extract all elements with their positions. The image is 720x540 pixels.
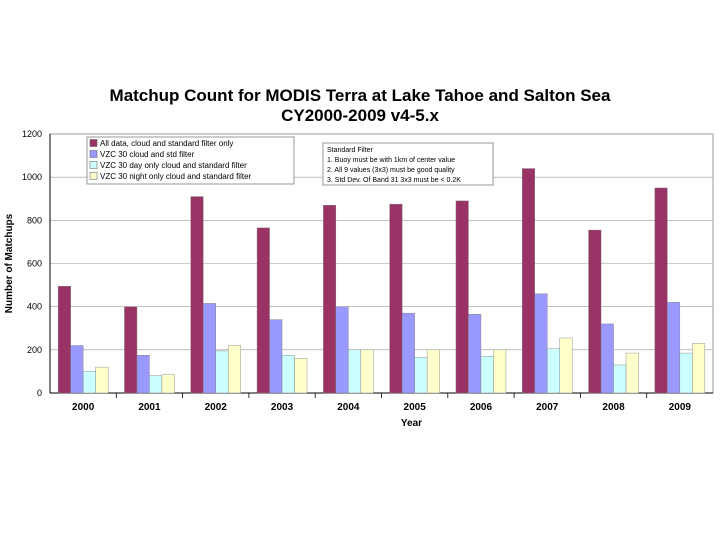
bar-2000-s1	[70, 345, 84, 394]
bar-2007-s2	[547, 348, 560, 394]
bar-2007-s0	[522, 168, 535, 394]
x-tick-label: 2009	[669, 402, 692, 413]
x-tick-label: 2008	[602, 402, 625, 413]
bar-2004-s3	[360, 349, 374, 394]
bar-2001-s2	[149, 375, 163, 394]
note-title: Standard Filter	[327, 147, 374, 154]
y-tick-label: 1000	[22, 172, 42, 182]
legend-box	[86, 136, 295, 185]
bar-2005-s0	[389, 203, 403, 394]
bar-2003-s3	[294, 358, 308, 394]
chart-subtitle: CY2000-2009 v4-5.x	[281, 106, 439, 125]
bar-2002-s3	[228, 345, 241, 394]
legend-label: VZC 30 cloud and std filter	[100, 150, 195, 159]
bar-2002-s0	[190, 196, 204, 394]
x-tick-label: 2006	[470, 402, 493, 413]
y-axis-label: Number of Matchups	[4, 213, 15, 313]
bar-2000-s3	[95, 366, 109, 394]
x-tick-label: 2002	[205, 402, 228, 413]
note-line: 2. All 9 values (3x3) must be good quali…	[327, 167, 455, 174]
bar-2008-s2	[613, 364, 627, 394]
tick-labels: 0 200 400 600 800 1000 1200 2000 2001 2002 2003 200…	[22, 129, 691, 413]
bar-2009-s1	[667, 302, 681, 394]
bar-2006-s0	[455, 200, 469, 394]
bar-2003-s0	[256, 227, 270, 394]
x-tick-label: 2000	[72, 402, 95, 413]
x-tick-label: 2005	[404, 402, 427, 413]
x-axis-label: Year	[401, 418, 422, 429]
bar-2000-s0	[57, 285, 71, 394]
bar-2007-s1	[534, 293, 548, 394]
bar-2005-s2	[414, 357, 428, 394]
standard-filter-note: Standard Filter 1. Buoy must be with 1km…	[322, 142, 494, 186]
note-box	[322, 142, 494, 186]
bar-2003-s1	[269, 319, 283, 394]
bar-2005-s1	[401, 312, 415, 394]
note-line: 3. Std Dev. Of Band 31 3x3 must be < 0.2…	[327, 177, 461, 184]
bars	[57, 168, 706, 394]
x-tick-label: 2004	[337, 402, 360, 413]
legend-label: VZC 30 day only cloud and standard filte…	[100, 161, 247, 170]
bar-2004-s2	[348, 349, 362, 394]
bar-2006-s3	[493, 349, 507, 394]
y-tick-label: 1200	[22, 129, 42, 139]
legend-swatch	[89, 150, 98, 158]
legend-swatch	[89, 161, 98, 169]
bar-2009-s0	[654, 187, 668, 394]
bar-2001-s0	[124, 306, 138, 394]
legend-swatch	[89, 139, 98, 147]
bar-2000-s2	[82, 371, 96, 394]
bar-2008-s3	[625, 352, 639, 394]
bar-2001-s3	[161, 374, 175, 394]
bar-2006-s1	[468, 314, 482, 394]
y-tick-label: 600	[27, 259, 42, 269]
bar-2009-s2	[679, 352, 693, 394]
y-tick-label: 0	[37, 388, 42, 398]
bar-2002-s2	[215, 350, 229, 394]
chart-title: Matchup Count for MODIS Terra at Lake Ta…	[109, 86, 611, 105]
bar-2003-s2	[281, 355, 295, 394]
legend: All data, cloud and standard filter only…	[86, 136, 295, 185]
x-tick-label: 2003	[271, 402, 294, 413]
bar-2004-s0	[323, 205, 337, 394]
bar-2008-s0	[588, 229, 602, 394]
bar-2002-s1	[203, 303, 216, 394]
bar-2001-s1	[136, 355, 150, 394]
x-tick-label: 2007	[536, 402, 559, 413]
y-tick-label: 800	[27, 215, 42, 225]
bar-2008-s1	[600, 323, 614, 394]
legend-label: VZC 30 night only cloud and standard fil…	[100, 172, 252, 181]
y-tick-label: 400	[27, 302, 42, 312]
note-line: 1. Buoy must be with 1km of center value	[327, 157, 455, 164]
bar-2004-s1	[335, 306, 349, 394]
bar-2009-s3	[692, 343, 706, 394]
x-tick-label: 2001	[138, 402, 161, 413]
bar-2006-s2	[480, 356, 494, 394]
legend-swatch	[89, 172, 98, 180]
legend-label: All data, cloud and standard filter only	[100, 139, 233, 148]
y-tick-label: 200	[27, 345, 42, 355]
bar-2005-s3	[426, 349, 440, 394]
bar-2007-s3	[559, 337, 573, 394]
